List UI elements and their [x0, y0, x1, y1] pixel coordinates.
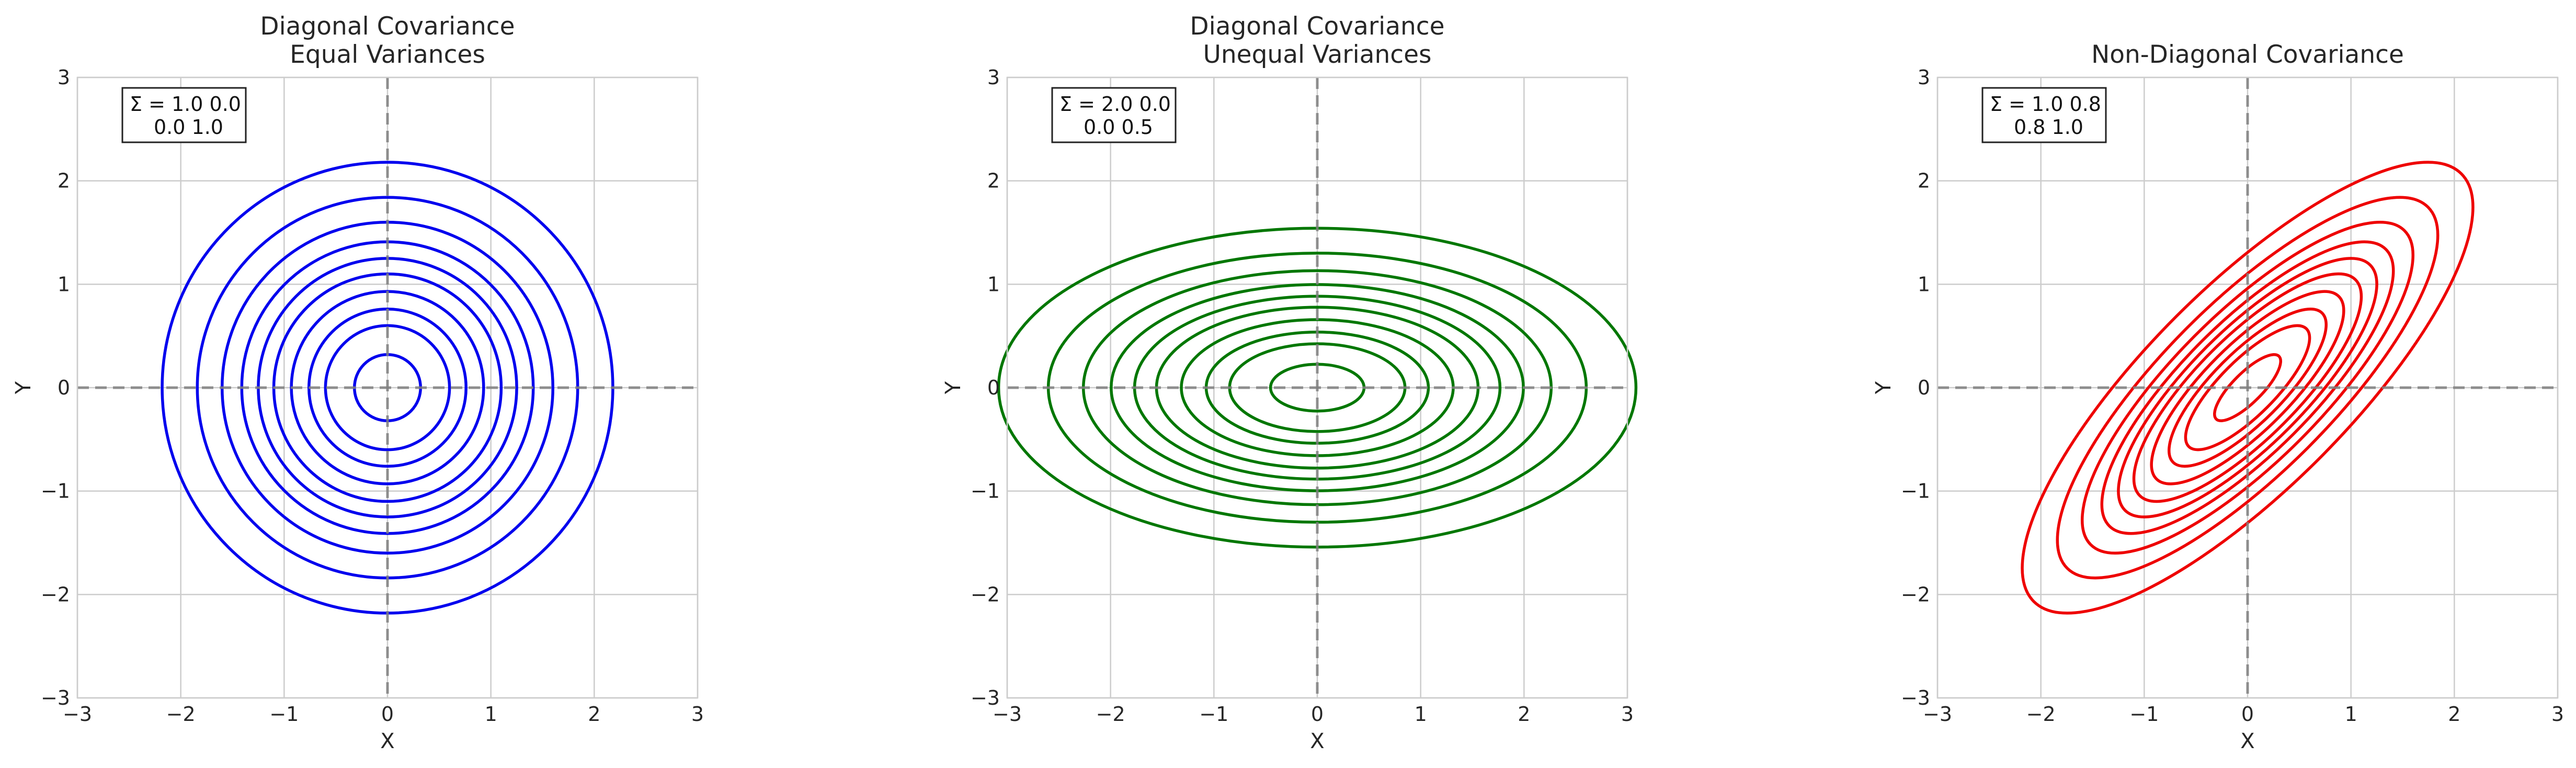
y-tick-label: −1	[1901, 480, 1930, 503]
x-tick-label: −1	[2129, 703, 2159, 726]
y-tick-label: 0	[987, 376, 1000, 399]
x-tick-label: 0	[1311, 703, 1324, 726]
x-tick-label: −2	[166, 703, 196, 726]
y-tick-label: −2	[1901, 583, 1930, 606]
x-tick-label: 3	[691, 703, 704, 726]
contour-line	[2117, 257, 2378, 518]
covariance-annotation-row2: 0.0 0.5	[1084, 116, 1153, 139]
y-tick-label: −3	[41, 686, 70, 709]
x-tick-label: 1	[1415, 703, 1427, 726]
x-tick-label: 1	[2345, 703, 2357, 726]
covariance-annotation-box	[121, 87, 247, 143]
x-tick-label: 2	[2448, 703, 2460, 726]
x-tick-label: −3	[1923, 703, 1952, 726]
covariance-annotation-box	[1981, 87, 2107, 143]
chart-subtitle: Equal Variances	[290, 40, 485, 69]
y-tick-label: −1	[41, 480, 70, 503]
x-tick-label: 2	[1518, 703, 1530, 726]
contour-line	[2080, 220, 2415, 555]
y-tick-label: 3	[987, 66, 1000, 89]
y-tick-label: 3	[1918, 66, 1930, 89]
x-tick-label: 3	[2551, 703, 2564, 726]
y-tick-label: −2	[971, 583, 1000, 606]
x-axis-label: X	[1310, 729, 1324, 753]
y-axis-label: Y	[12, 381, 36, 394]
plot-area	[76, 76, 699, 699]
x-tick-label: 0	[381, 703, 394, 726]
y-tick-label: −3	[971, 686, 1000, 709]
contour-line	[2150, 290, 2345, 485]
y-tick-label: 1	[58, 273, 70, 296]
covariance-annotation-row1: Σ = 2.0 0.0	[1059, 93, 1171, 116]
contour-line	[2021, 161, 2475, 615]
covariance-annotation-row2: 0.8 1.0	[2014, 116, 2083, 139]
x-tick-label: −1	[269, 703, 299, 726]
x-tick-label: −1	[1199, 703, 1228, 726]
y-tick-label: 3	[58, 66, 70, 89]
x-tick-label: 3	[1621, 703, 1634, 726]
chart-panel-1: −3 −2 −1 0 1 2 3 −3 −2 −1 0 1 2 3 X Y Diagonal Covarianc…	[12, 12, 704, 753]
chart-title: Diagonal Covariance	[260, 12, 515, 41]
plot-area	[1936, 76, 2559, 699]
y-tick-label: −1	[971, 480, 1000, 503]
y-tick-label: 2	[987, 170, 1000, 193]
contour-line	[2184, 324, 2311, 451]
chart-subtitle: Unequal Variances	[1203, 40, 1431, 69]
covariance-annotation-row1: Σ = 1.0 0.0	[130, 93, 241, 116]
covariance-annotation-row2: 0.0 1.0	[154, 116, 223, 139]
contour-line	[2132, 272, 2363, 503]
x-tick-label: −3	[63, 703, 92, 726]
x-tick-label: 0	[2241, 703, 2254, 726]
x-tick-label: −3	[993, 703, 1022, 726]
x-tick-label: −2	[1096, 703, 1125, 726]
y-tick-label: 1	[1918, 273, 1930, 296]
y-tick-label: −3	[1901, 686, 1930, 709]
chart-title: Diagonal Covariance	[1190, 12, 1444, 41]
x-tick-label: 2	[588, 703, 600, 726]
y-tick-label: −2	[41, 583, 70, 606]
y-axis-label: Y	[1872, 381, 1896, 394]
x-tick-label: −2	[2026, 703, 2056, 726]
y-tick-label: 2	[58, 170, 70, 193]
y-tick-label: 2	[1918, 170, 1930, 193]
contour-line	[2056, 196, 2440, 580]
y-tick-label: 0	[58, 376, 70, 399]
contour-line	[2168, 308, 2328, 468]
y-axis-label: Y	[941, 381, 965, 394]
x-axis-label: X	[2240, 729, 2254, 753]
contour-line	[2100, 240, 2395, 535]
covariance-annotation-box	[1051, 87, 1177, 143]
x-tick-label: 1	[485, 703, 497, 726]
covariance-annotation-row1: Σ = 1.0 0.8	[1990, 93, 2101, 116]
y-tick-label: 0	[1918, 376, 1930, 399]
x-axis-label: X	[380, 729, 394, 753]
contour-line	[2213, 353, 2283, 423]
contour-line	[324, 324, 451, 451]
y-tick-label: 1	[987, 273, 1000, 296]
plot-area	[1006, 76, 1628, 699]
chart-panel-3: −3 −2 −1 0 1 2 3 −3 −2 −1 0 1 2 3 X Y Non-Diagonal Covar…	[1872, 40, 2564, 753]
chart-panel-2: −3 −2 −1 0 1 2 3 −3 −2 −1 0 1 2 3 X Y Diagonal Covarianc…	[941, 12, 1638, 753]
chart-title: Non-Diagonal Covariance	[2091, 40, 2404, 69]
